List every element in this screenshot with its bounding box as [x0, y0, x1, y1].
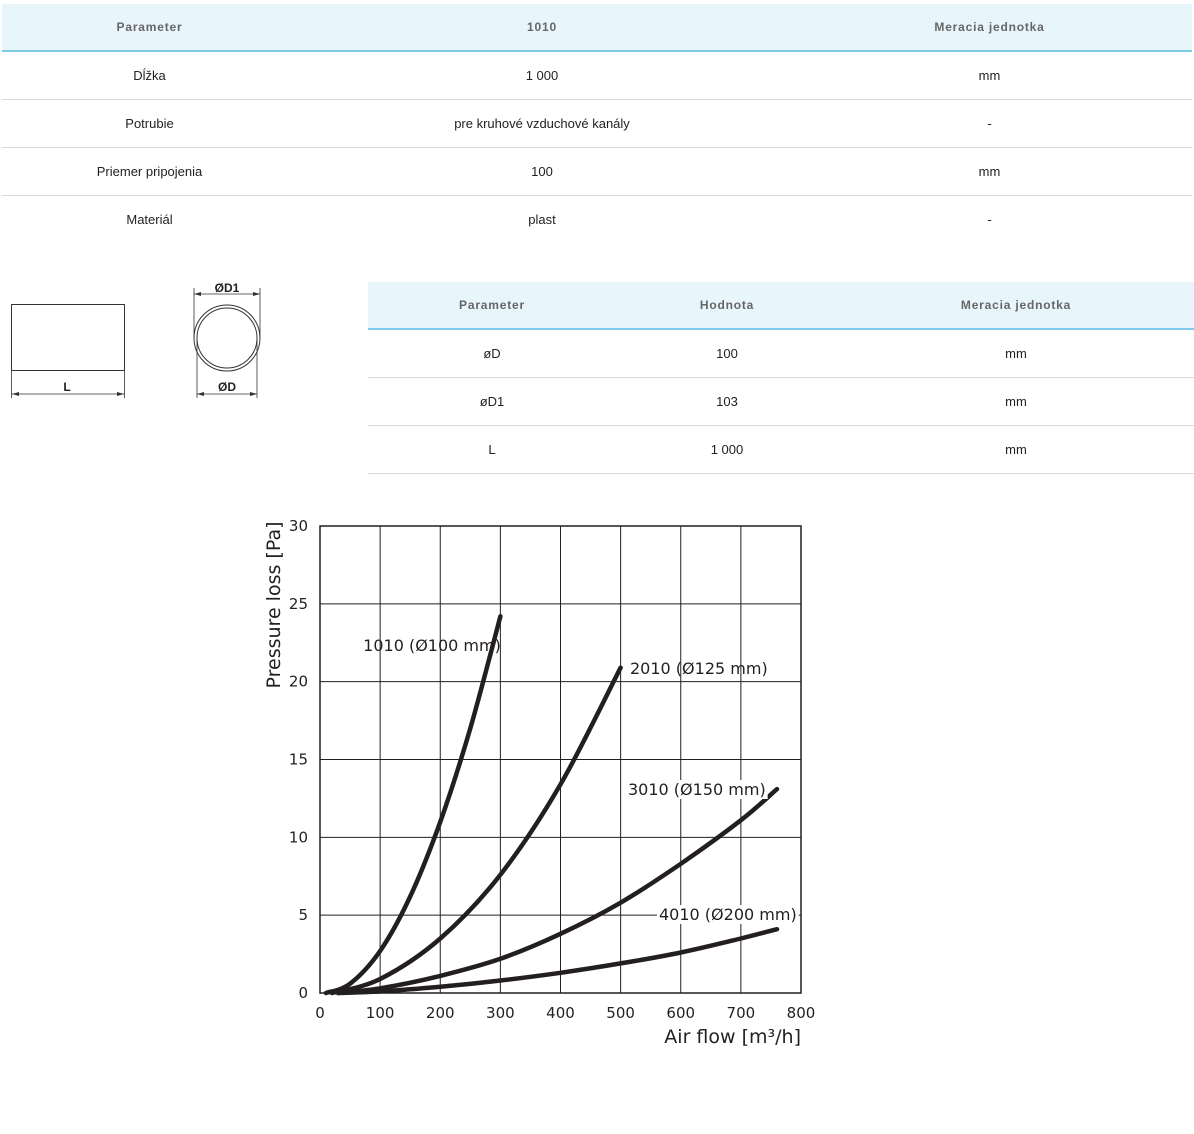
duct-side-view: [11, 304, 125, 371]
table-row: Potrubie pre kruhové vzduchové kanály -: [2, 99, 1192, 148]
table-cell: mm: [787, 147, 1192, 196]
table-cell: 103: [616, 377, 838, 426]
table-cell: øD1: [368, 377, 616, 426]
table-row: L 1 000 mm: [368, 425, 1194, 474]
series-line: [323, 614, 503, 996]
series-label: 3010 (Ø150 mm): [628, 780, 766, 799]
y-axis-label: Pressure loss [Pa]: [263, 522, 285, 689]
duct-front-view-outer: [193, 304, 261, 372]
pressure-loss-chart: 0 100 200 300 400 500 600 700 800 0 5 10 15 20 25 30 10…: [263, 517, 815, 1048]
y-tick-label: 25: [289, 595, 308, 613]
table-cell: Priemer pripojenia: [2, 147, 297, 196]
x-tick-label: 700: [727, 1004, 756, 1022]
arrowhead: [250, 392, 257, 396]
table-cell: mm: [787, 51, 1192, 100]
x-tick-label: 100: [366, 1004, 395, 1022]
table-cell: mm: [838, 377, 1194, 426]
table-row: Materiál plast -: [2, 196, 1192, 244]
dimension-drawing: L ØD1 ØD: [11, 281, 261, 398]
inner-diameter-label: ØD: [218, 380, 236, 394]
table-cell: 1 000: [616, 425, 838, 474]
column-header: Parameter: [368, 282, 616, 330]
x-tick-label: 800: [787, 1004, 816, 1022]
table-cell: L: [368, 425, 616, 474]
table-cell: -: [787, 99, 1192, 148]
series-label: 2010 (Ø125 mm): [630, 659, 768, 678]
column-header: Parameter: [2, 4, 297, 52]
x-tick-label: 0: [315, 1004, 325, 1022]
table-cell: plast: [528, 212, 556, 227]
y-tick-label: 5: [298, 906, 308, 924]
table-cell: øD: [368, 329, 616, 378]
table-row: øD1 103 mm: [368, 377, 1194, 426]
table-row: Priemer pripojenia 100 mm: [2, 147, 1192, 196]
x-tick-label: 300: [486, 1004, 515, 1022]
chart-series-labels: 1010 (Ø100 mm) 2010 (Ø125 mm) 3010 (Ø150 m…: [363, 636, 799, 924]
dimensions-table: Parameter Hodnota Meracia jednotka øD 10…: [368, 282, 1194, 474]
column-header: 1010: [297, 4, 787, 52]
table-cell: Materiál: [126, 212, 173, 227]
spec-table: Parameter 1010 Meracia jednotka Dĺžka 1 …: [2, 4, 1192, 243]
series-line: [329, 665, 623, 996]
arrowhead: [194, 292, 201, 296]
outer-diameter-label: ØD1: [215, 281, 240, 295]
table-cell: mm: [838, 425, 1194, 474]
x-tick-label: 400: [546, 1004, 575, 1022]
table-cell: pre kruhové vzduchové kanály: [297, 99, 787, 148]
series-line: [335, 786, 780, 996]
table-cell: Dĺžka: [2, 51, 297, 100]
y-tick-label: 10: [289, 828, 308, 846]
x-tick-label: 600: [666, 1004, 695, 1022]
x-axis-label: Air flow [m³/h]: [664, 1026, 801, 1048]
chart-ticks: 0 100 200 300 400 500 600 700 800 0 5 10 15 20 25 30: [289, 517, 815, 1022]
series-label-background: [657, 905, 799, 924]
arrowhead: [197, 392, 204, 396]
x-tick-label: 200: [426, 1004, 455, 1022]
column-header: Hodnota: [616, 282, 838, 330]
y-tick-label: 15: [289, 751, 308, 769]
column-header: Meracia jednotka: [838, 282, 1194, 330]
x-tick-label: 500: [606, 1004, 635, 1022]
column-header: Meracia jednotka: [787, 4, 1192, 52]
arrowhead: [253, 292, 260, 296]
table-cell: 1 000: [297, 51, 787, 100]
table-cell: 100: [616, 329, 838, 378]
y-tick-label: 0: [298, 984, 308, 1002]
table-cell: Potrubie: [2, 99, 297, 148]
table-row: Dĺžka 1 000 mm: [2, 51, 1192, 100]
series-label-background: [626, 780, 768, 799]
table-cell: mm: [838, 329, 1194, 378]
table-cell: 100: [297, 147, 787, 196]
series-line: [335, 926, 780, 996]
length-label: L: [63, 380, 70, 394]
arrowhead: [117, 392, 124, 396]
y-tick-label: 30: [289, 517, 308, 535]
table-cell: -: [987, 212, 992, 227]
series-label: 1010 (Ø100 mm): [363, 636, 501, 655]
arrowhead: [12, 392, 19, 396]
y-tick-label: 20: [289, 673, 308, 691]
spec-table-header: Parameter 1010 Meracia jednotka: [2, 4, 1192, 52]
duct-front-view-inner: [196, 307, 258, 369]
series-label: 4010 (Ø200 mm): [659, 905, 797, 924]
table-row: øD 100 mm: [368, 329, 1194, 378]
chart-series: [323, 614, 780, 996]
dimensions-table-header: Parameter Hodnota Meracia jednotka: [368, 282, 1194, 330]
